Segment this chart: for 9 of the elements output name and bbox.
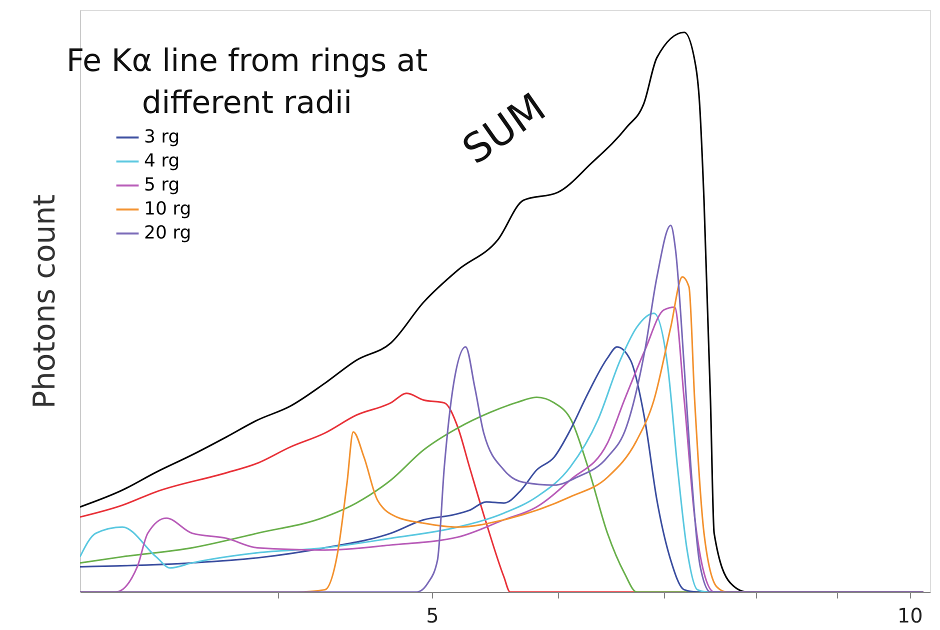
legend-label: 5 rg — [144, 174, 180, 196]
legend-label: 10 rg — [144, 198, 192, 220]
legend-label: 20 rg — [144, 222, 192, 244]
legend-label: 3 rg — [144, 126, 180, 148]
y-axis-title: Photons count — [28, 194, 62, 409]
x-tick-label: 10 — [897, 604, 923, 628]
legend-label: 4 rg — [144, 150, 180, 172]
x-tick-label: 5 — [426, 604, 439, 628]
text: Fe Kα line from rings at different radii — [66, 43, 428, 121]
